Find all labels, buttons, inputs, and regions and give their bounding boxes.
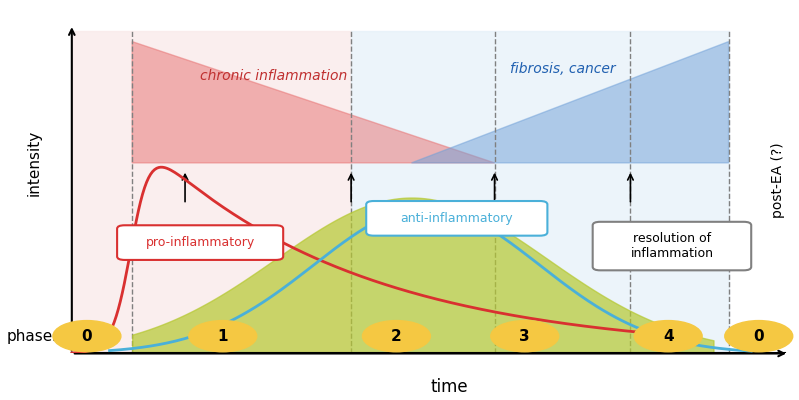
Text: 0: 0 — [753, 329, 764, 344]
Circle shape — [53, 320, 121, 352]
Text: resolution of
inflammation: resolution of inflammation — [630, 232, 714, 260]
Circle shape — [491, 320, 559, 352]
Text: phases: phases — [7, 329, 62, 344]
Text: 0: 0 — [81, 329, 92, 344]
FancyBboxPatch shape — [366, 201, 547, 236]
Polygon shape — [351, 31, 729, 354]
Text: post-EA (?): post-EA (?) — [771, 142, 785, 218]
Text: failed resolution: failed resolution — [367, 212, 479, 226]
Polygon shape — [132, 42, 495, 163]
Circle shape — [634, 320, 702, 352]
Text: chronic inflammation: chronic inflammation — [200, 69, 348, 83]
Text: 1: 1 — [217, 329, 228, 344]
Text: fibrosis, cancer: fibrosis, cancer — [510, 62, 615, 76]
Polygon shape — [72, 31, 351, 354]
Text: 4: 4 — [663, 329, 674, 344]
Text: intensity: intensity — [26, 130, 42, 196]
Text: time: time — [431, 378, 468, 396]
Circle shape — [189, 320, 256, 352]
Text: anti-inflammatory: anti-inflammatory — [400, 212, 513, 225]
FancyBboxPatch shape — [593, 222, 751, 270]
Circle shape — [363, 320, 431, 352]
Text: pro-inflammatory: pro-inflammatory — [145, 236, 255, 249]
Text: 3: 3 — [519, 329, 530, 344]
FancyBboxPatch shape — [117, 225, 283, 260]
Polygon shape — [411, 42, 729, 163]
Circle shape — [725, 320, 793, 352]
Text: 2: 2 — [391, 329, 402, 344]
